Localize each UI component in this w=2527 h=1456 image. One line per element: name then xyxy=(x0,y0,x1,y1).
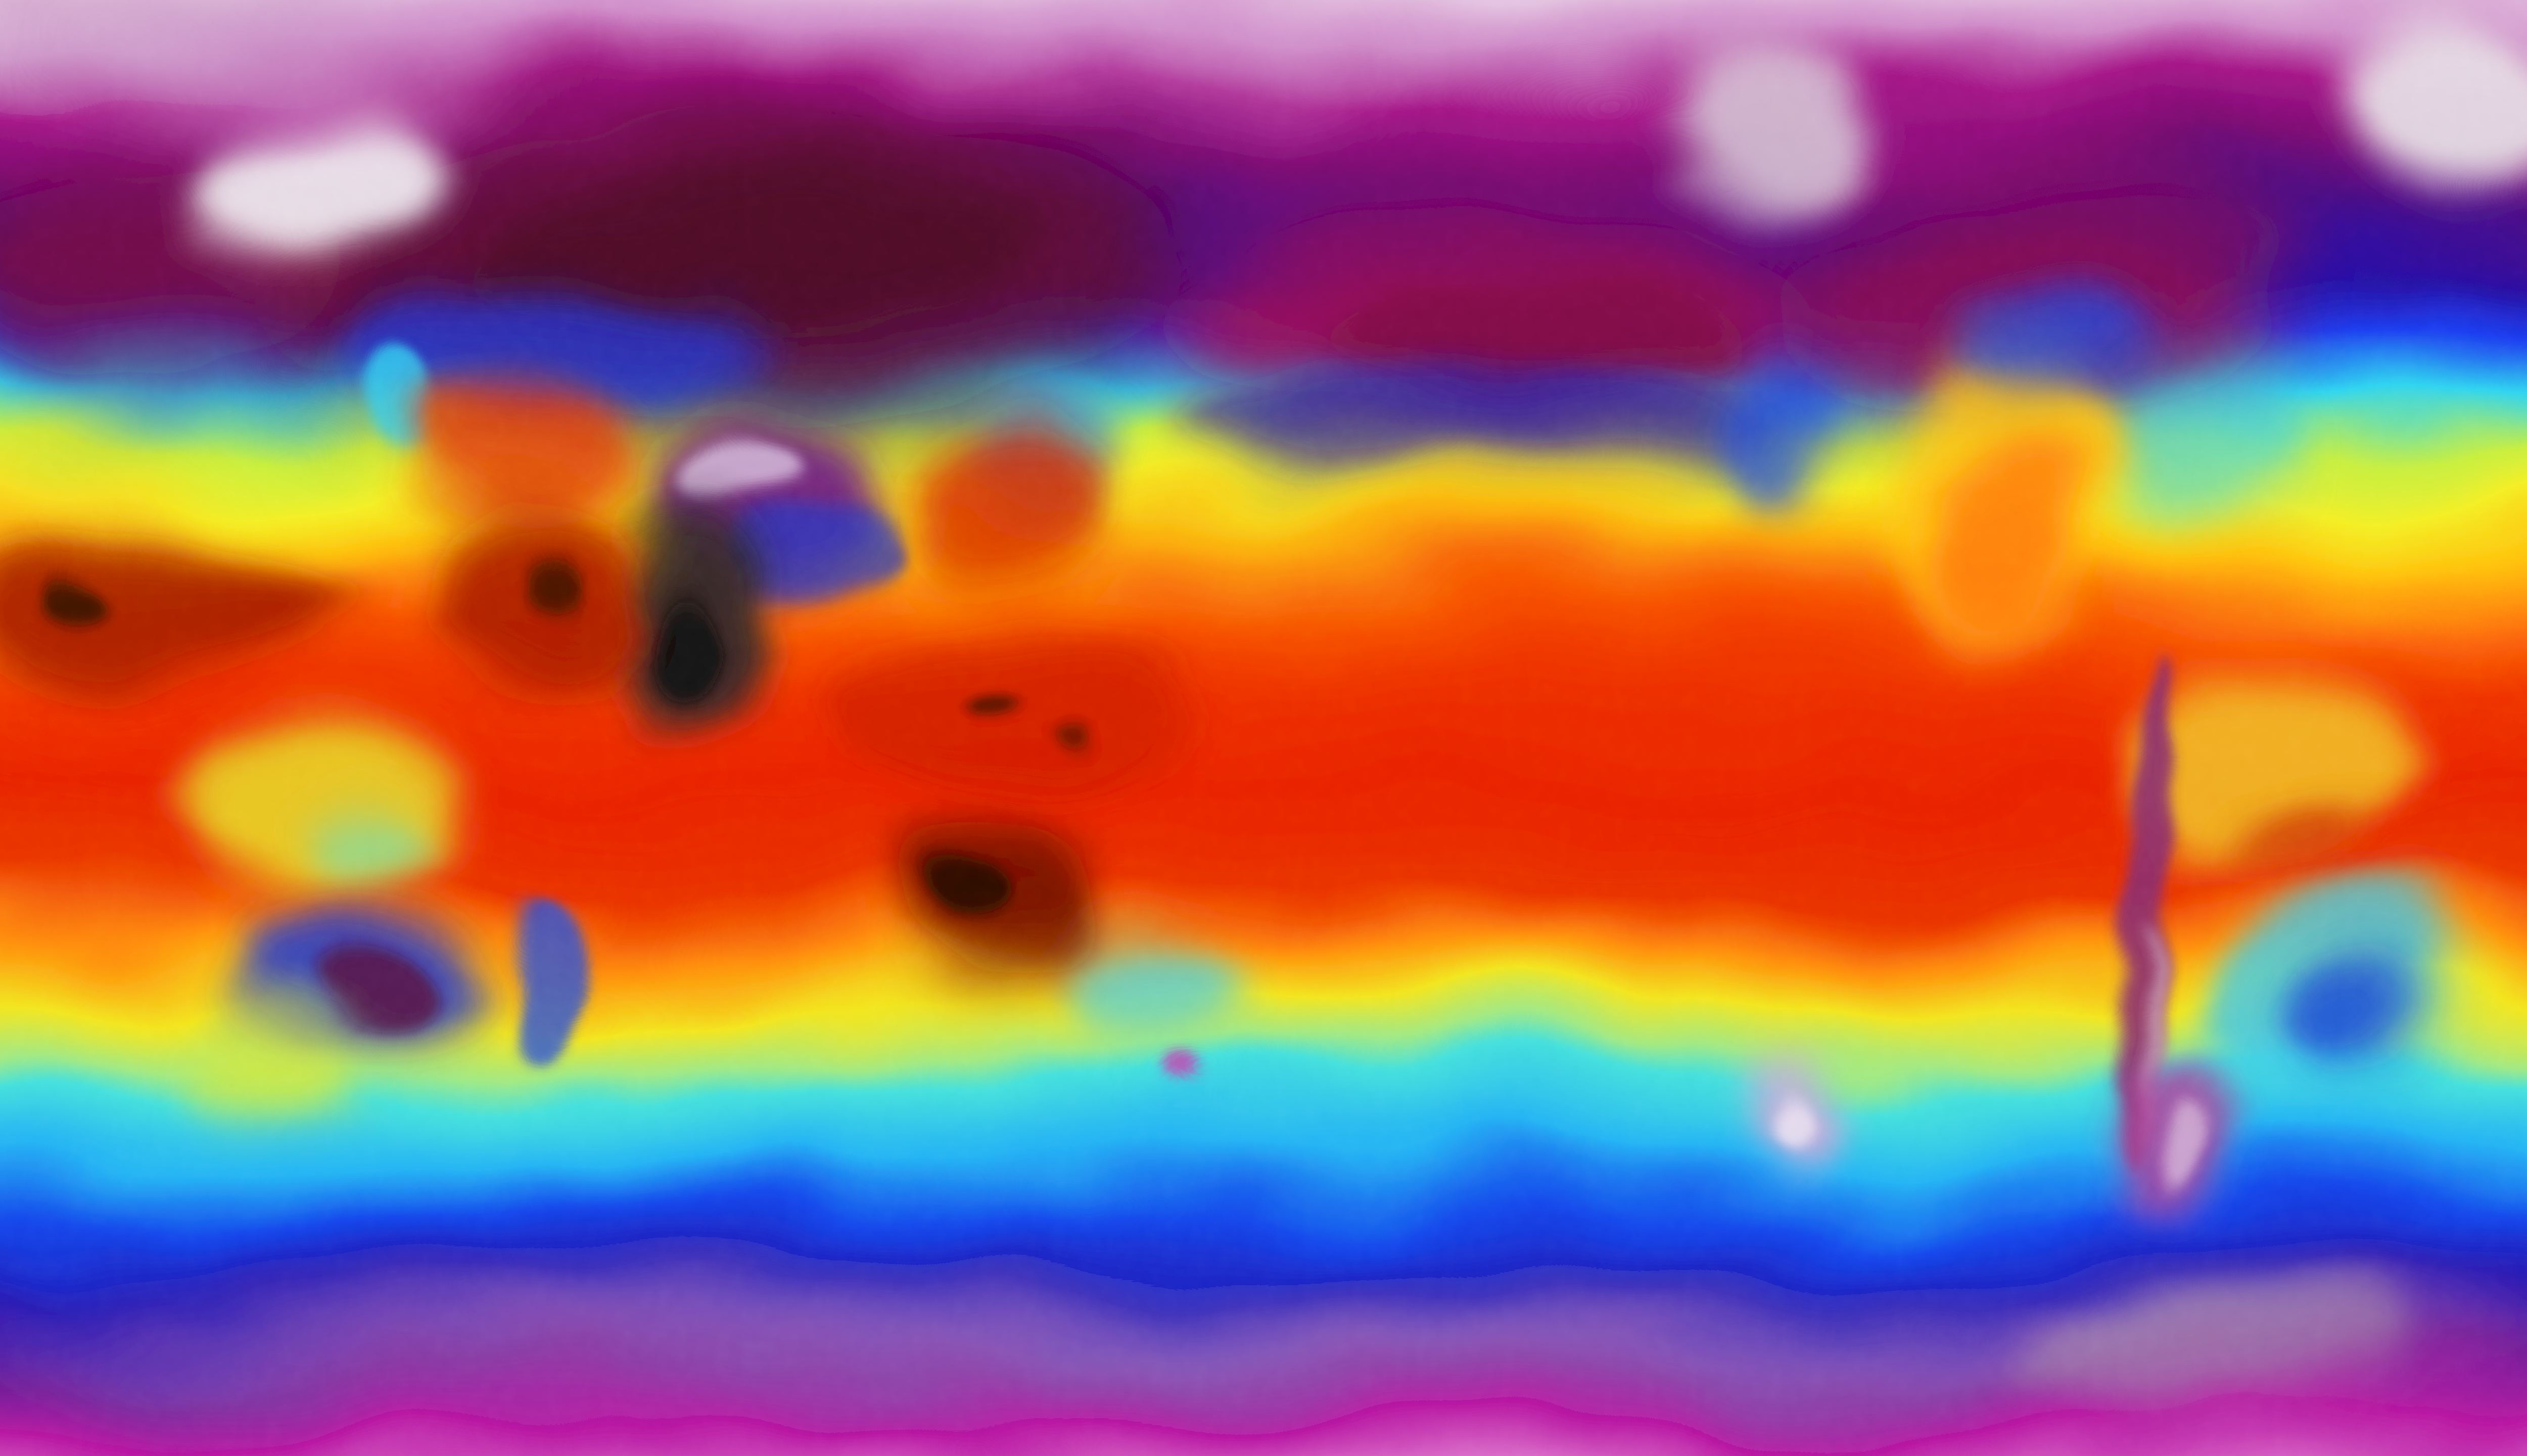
temperature-map xyxy=(0,0,2527,1456)
world-temperature-map-svg xyxy=(0,0,2527,1456)
noise-texture-overlay xyxy=(0,0,2527,1456)
